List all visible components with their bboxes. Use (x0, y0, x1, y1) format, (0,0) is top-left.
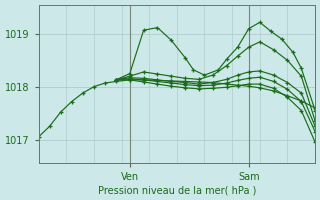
X-axis label: Pression niveau de la mer( hPa ): Pression niveau de la mer( hPa ) (98, 185, 256, 195)
